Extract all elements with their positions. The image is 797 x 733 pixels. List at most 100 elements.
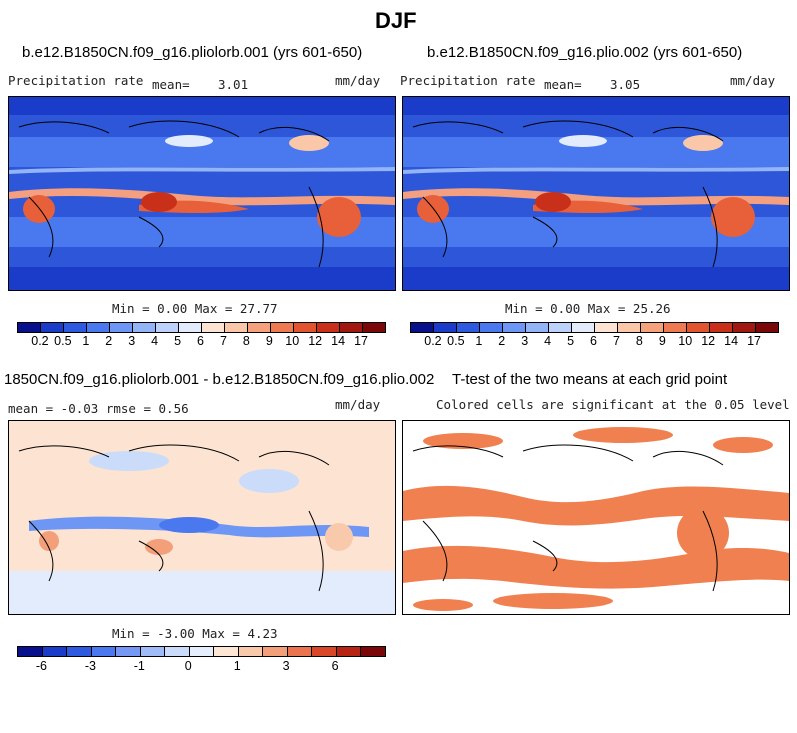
colorbar-tick-label: -3 — [84, 659, 96, 673]
left-colorbar — [17, 322, 386, 333]
colorbar-swatch — [710, 323, 733, 332]
colorbar-swatch — [263, 647, 288, 656]
colorbar-swatch — [214, 647, 239, 656]
colorbar-swatch — [110, 323, 133, 332]
colorbar-tick-label: 14 — [724, 334, 739, 348]
colorbar-swatch — [225, 323, 248, 332]
colorbar-tick-label: 7 — [219, 334, 227, 348]
colorbar-tick-label: 3 — [521, 334, 529, 348]
colorbar-tick-label: 10 — [285, 334, 300, 348]
colorbar-tick-label: 12 — [308, 334, 323, 348]
colorbar-swatch — [238, 647, 264, 656]
colorbar-swatch — [189, 647, 215, 656]
right-mean-value: 3.05 — [610, 77, 641, 92]
colorbar-swatch — [67, 647, 92, 656]
colorbar-swatch — [618, 323, 641, 332]
diff-colorbar-labels: -6 -3 -1 0 1 3 6 — [17, 659, 384, 673]
colorbar-tick-label: 6 — [197, 334, 204, 348]
colorbar-swatch — [572, 323, 595, 332]
colorbar-swatch — [549, 323, 572, 332]
colorbar-swatch — [116, 647, 141, 656]
diff-stats: mean = -0.03 rmse = 0.56 — [8, 401, 189, 416]
left-var-label: Precipitation rate — [8, 73, 144, 88]
colorbar-swatch — [91, 647, 117, 656]
colorbar-swatch — [503, 323, 526, 332]
colorbar-tick-label: 0.2 — [424, 334, 442, 348]
colorbar-swatch — [336, 647, 362, 656]
colorbar-swatch — [480, 323, 503, 332]
colorbar-swatch — [361, 647, 385, 656]
colorbar-tick-label: 8 — [242, 334, 250, 348]
diff-colorbar — [17, 646, 386, 657]
colorbar-tick-label: 8 — [635, 334, 643, 348]
colorbar-swatch — [140, 647, 166, 656]
colorbar-tick-label: 0.2 — [31, 334, 49, 348]
ttest-map — [402, 420, 790, 615]
right-colorbar-labels: 0.2 0.5 1 2 3 4 5 6 7 8 9 10 12 14 17 — [410, 334, 777, 348]
colorbar-swatch — [526, 323, 549, 332]
colorbar-tick-label: 3 — [128, 334, 136, 348]
right-var-label: Precipitation rate — [400, 73, 536, 88]
colorbar-swatch — [42, 647, 68, 656]
colorbar-swatch — [664, 323, 687, 332]
left-mean-value: 3.01 — [218, 77, 249, 92]
colorbar-tick-label: 4 — [151, 334, 159, 348]
colorbar-tick-label: 6 — [331, 659, 339, 673]
colorbar-swatch — [340, 323, 363, 332]
ttest-subtitle: Colored cells are significant at the 0.0… — [436, 397, 790, 412]
right-precip-map — [402, 96, 790, 291]
colorbar-swatch — [294, 323, 317, 332]
colorbar-tick-label: 0 — [184, 659, 192, 673]
colorbar-tick-label: 4 — [544, 334, 552, 348]
colorbar-tick-label: 6 — [590, 334, 597, 348]
colorbar-swatch — [641, 323, 664, 332]
diff-units: mm/day — [335, 397, 381, 412]
colorbar-tick-label: 0.5 — [54, 334, 72, 348]
colorbar-swatch — [41, 323, 64, 332]
colorbar-swatch — [156, 323, 179, 332]
ttest-panel-title: T-test of the two means at each grid poi… — [452, 371, 728, 388]
colorbar-swatch — [733, 323, 756, 332]
colorbar-swatch — [457, 323, 480, 332]
right-mean-label: mean= — [544, 77, 582, 92]
left-minmax: Min = 0.00 Max = 27.77 — [112, 301, 278, 316]
colorbar-swatch — [595, 323, 618, 332]
colorbar-swatch — [687, 323, 710, 332]
colorbar-swatch — [87, 323, 110, 332]
colorbar-tick-label: 1 — [475, 334, 483, 348]
diff-minmax: Min = -3.00 Max = 4.23 — [112, 626, 278, 641]
season-title: DJF — [375, 8, 417, 33]
colorbar-swatch — [179, 323, 202, 332]
colorbar-tick-label: 0.5 — [447, 334, 465, 348]
colorbar-swatch — [411, 323, 434, 332]
colorbar-tick-label: 2 — [105, 334, 113, 348]
colorbar-swatch — [317, 323, 340, 332]
diff-panel-title: 1850CN.f09_g16.pliolorb.001 - b.e12.B185… — [4, 371, 435, 388]
colorbar-tick-label: 12 — [701, 334, 716, 348]
colorbar-tick-label: 14 — [331, 334, 346, 348]
colorbar-tick-label: -1 — [133, 659, 145, 673]
left-units: mm/day — [335, 73, 381, 88]
colorbar-swatch — [202, 323, 225, 332]
right-panel-title: b.e12.B1850CN.f09_g16.plio.002 (yrs 601-… — [427, 44, 743, 61]
colorbar-swatch — [756, 323, 778, 332]
left-precip-map — [8, 96, 396, 291]
colorbar-swatch — [18, 647, 43, 656]
diff-map — [8, 420, 396, 615]
left-colorbar-labels: 0.2 0.5 1 2 3 4 5 6 7 8 9 10 12 14 17 — [17, 334, 384, 348]
colorbar-swatch — [165, 647, 190, 656]
colorbar-swatch — [248, 323, 271, 332]
left-panel-title: b.e12.B1850CN.f09_g16.pliolorb.001 (yrs … — [22, 44, 363, 61]
colorbar-tick-label: 7 — [612, 334, 620, 348]
colorbar-tick-label: 1 — [82, 334, 90, 348]
right-colorbar — [410, 322, 779, 333]
colorbar-swatch — [434, 323, 457, 332]
colorbar-tick-label: 10 — [678, 334, 693, 348]
colorbar-tick-label: 2 — [498, 334, 506, 348]
colorbar-swatch — [133, 323, 156, 332]
colorbar-tick-label: 5 — [567, 334, 575, 348]
colorbar-swatch — [271, 323, 294, 332]
colorbar-tick-label: 5 — [174, 334, 182, 348]
right-units: mm/day — [730, 73, 776, 88]
right-minmax: Min = 0.00 Max = 25.26 — [505, 301, 671, 316]
